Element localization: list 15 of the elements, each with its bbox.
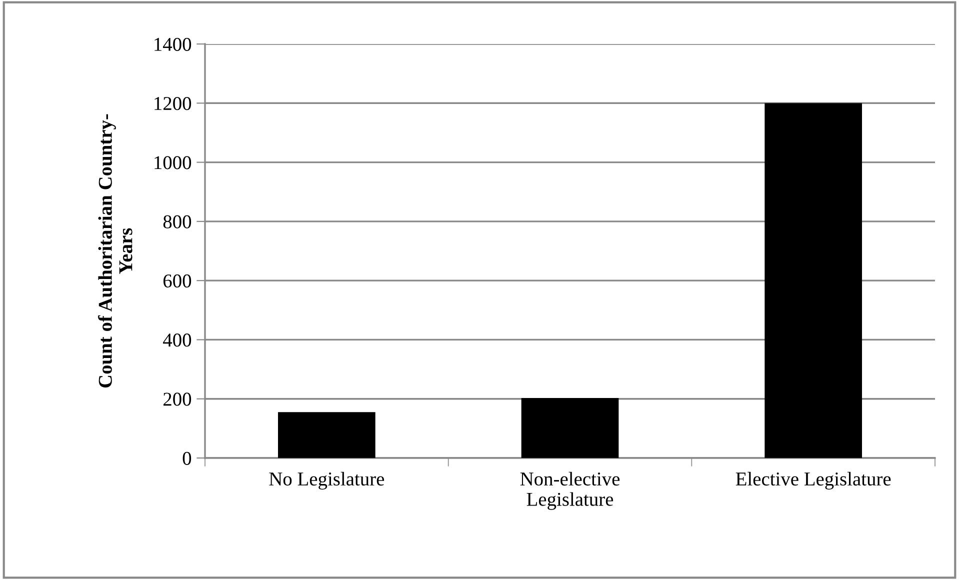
y-tick-label: 400 [163,334,192,347]
x-tick-label: Elective Legislature [736,472,891,490]
y-tick-label: 1400 [154,38,192,51]
y-tick-label: 1000 [154,156,192,170]
y-tick-label: 1200 [154,96,192,110]
bar [521,398,619,458]
y-tick-label: 600 [163,274,192,288]
x-tick-label: Non-elective Legislature [520,472,620,510]
bar [764,103,862,458]
x-tick-label: No Legislature [269,472,384,490]
y-tick-label: 800 [163,215,192,228]
y-tick-label: 0 [182,452,192,465]
y-axis-title: Count of Authoritarian Country- Years [98,114,132,388]
y-tick-label: 200 [163,392,192,406]
bar [278,412,376,458]
